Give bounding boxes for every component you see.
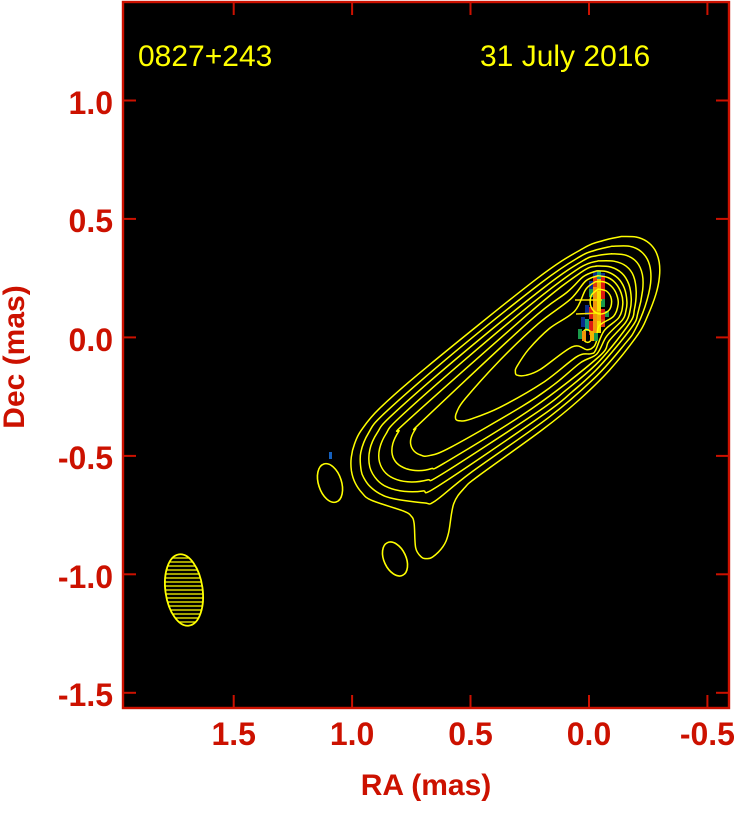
svg-text:31 July 2016: 31 July 2016 <box>480 40 650 73</box>
svg-text:0.5: 0.5 <box>69 203 113 239</box>
svg-text:0.0: 0.0 <box>567 716 611 752</box>
svg-text:-0.5: -0.5 <box>680 716 734 752</box>
svg-text:0827+243: 0827+243 <box>138 40 272 73</box>
svg-text:-1.5: -1.5 <box>58 677 113 713</box>
svg-text:1.0: 1.0 <box>330 716 374 752</box>
svg-text:-0.5: -0.5 <box>58 440 113 476</box>
svg-text:Dec (mas): Dec (mas) <box>0 285 31 428</box>
svg-text:-1.0: -1.0 <box>58 559 113 595</box>
svg-text:1.5: 1.5 <box>211 716 255 752</box>
svg-text:RA (mas): RA (mas) <box>361 769 492 802</box>
svg-text:0.5: 0.5 <box>448 716 492 752</box>
svg-text:1.0: 1.0 <box>69 85 113 121</box>
svg-text:0.0: 0.0 <box>69 322 113 358</box>
